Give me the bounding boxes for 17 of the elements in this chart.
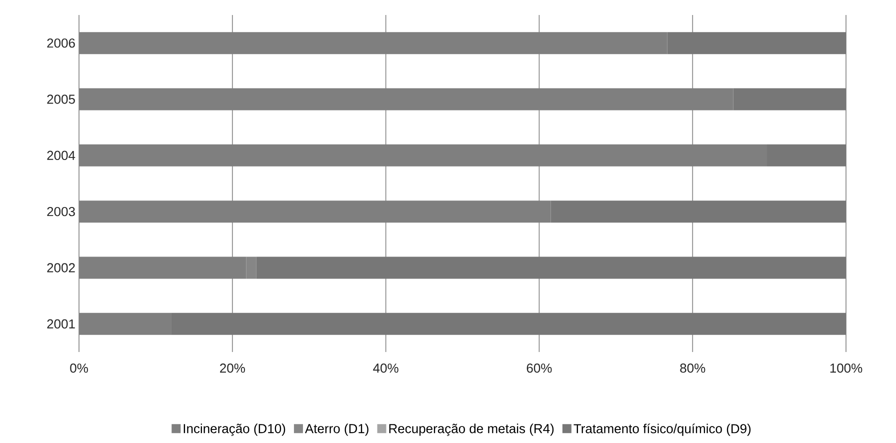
legend-label: Recuperação de metais (R4): [389, 424, 554, 436]
y-tick-label: 2006: [47, 38, 75, 48]
y-tick-label: 2004: [47, 150, 76, 160]
x-tick-label: 80%: [680, 364, 706, 373]
bar: [256, 256, 846, 279]
y-tick-label: 2003: [47, 206, 75, 216]
y-tick-label: 2001: [47, 319, 75, 329]
x-tick-label: 20%: [220, 364, 245, 373]
x-tick-label: 100%: [830, 364, 862, 373]
x-tick-label: 60%: [526, 364, 552, 373]
legend-label: Incineração (D10): [184, 424, 286, 436]
legend-label: Aterro (D1): [304, 424, 368, 436]
x-tick-label: 40%: [373, 364, 398, 373]
y-tick-label: 2005: [47, 94, 75, 104]
legend-label: Tratamento físico/químico (D9): [574, 424, 751, 436]
x-tick-label: 0%: [70, 364, 88, 373]
y-tick-label: 2002: [47, 263, 75, 272]
